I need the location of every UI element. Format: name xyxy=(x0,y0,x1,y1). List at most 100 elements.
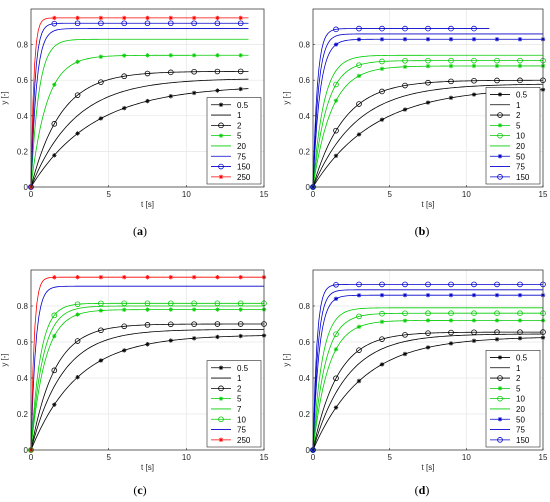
y-tick-label: 0.2 xyxy=(17,147,29,156)
legend-entry: 1 xyxy=(237,374,242,383)
series-point-0.5 xyxy=(191,336,197,341)
legend-marker xyxy=(497,123,503,128)
series-point-2 xyxy=(402,332,408,338)
x-tick-label: 10 xyxy=(182,453,191,462)
series-point-250 xyxy=(168,275,173,280)
axes-box xyxy=(30,8,265,188)
series-point-2 xyxy=(74,338,81,344)
series-point-10 xyxy=(425,57,431,64)
legend-entry: 1 xyxy=(237,111,242,120)
series-point-5 xyxy=(238,53,243,58)
legend-entry: 75 xyxy=(237,152,246,161)
series-point-50 xyxy=(379,37,385,42)
series-point-250 xyxy=(215,275,220,280)
legend-marker xyxy=(218,102,224,107)
series-point-50 xyxy=(494,293,500,298)
series-point-5 xyxy=(98,54,104,59)
series-point-5 xyxy=(52,82,57,87)
series-point-2 xyxy=(448,329,454,336)
series-point-10 xyxy=(191,300,197,307)
legend-marker xyxy=(497,174,503,180)
series-point-150 xyxy=(237,20,244,27)
series-point-2 xyxy=(379,336,385,342)
legend-marker xyxy=(218,437,224,443)
series-point-2 xyxy=(333,127,339,134)
series-point-10 xyxy=(214,300,221,307)
series-point-10 xyxy=(121,300,127,307)
legend-entry: 50 xyxy=(516,415,525,424)
series-point-5 xyxy=(333,98,339,103)
series-point-2 xyxy=(471,329,477,336)
series-point-150 xyxy=(402,281,408,288)
series-point-5 xyxy=(379,319,385,325)
legend-marker xyxy=(218,396,224,401)
legend-entry: 0.5 xyxy=(516,90,528,99)
series-line-1 xyxy=(312,83,544,188)
series-point-5 xyxy=(215,307,220,312)
series-point-5 xyxy=(356,324,362,330)
series-point-0.5 xyxy=(52,153,57,158)
series-line-75 xyxy=(30,285,264,451)
series-point-250 xyxy=(238,275,243,280)
legend-marker xyxy=(497,355,503,360)
legend-entry: 50 xyxy=(516,152,525,161)
series-point-250 xyxy=(215,15,220,21)
series-line-20 xyxy=(30,38,249,188)
series-point-10 xyxy=(402,310,408,317)
series-point-10 xyxy=(144,300,151,307)
series-point-0.5 xyxy=(75,131,80,136)
series-point-10 xyxy=(425,310,431,317)
series-point-2 xyxy=(214,321,221,327)
series-point-150 xyxy=(168,20,174,27)
series-line-1 xyxy=(30,78,249,188)
series-point-0.5 xyxy=(238,333,243,339)
series-line-150 xyxy=(312,28,490,188)
legend-entry: 1 xyxy=(516,101,521,110)
series-line-75 xyxy=(312,289,543,451)
series-point-10 xyxy=(51,312,58,319)
legend-marker xyxy=(218,365,224,370)
series-point-2 xyxy=(144,70,151,77)
series-line-2 xyxy=(30,323,264,451)
series-point-5 xyxy=(402,318,408,323)
series-point-2 xyxy=(448,78,454,85)
legend-marker xyxy=(218,416,224,423)
legend-entry: 20 xyxy=(237,142,246,151)
series-point-2 xyxy=(333,375,339,382)
series-point-2 xyxy=(98,327,104,334)
legend-entry: 150 xyxy=(237,163,251,172)
series-point-50 xyxy=(333,42,339,47)
series-point-150 xyxy=(448,25,454,32)
legend-entry: 1 xyxy=(516,364,521,373)
series-point-5 xyxy=(122,307,127,312)
series-point-10 xyxy=(517,310,523,317)
legend-marker xyxy=(497,132,503,139)
legend-marker xyxy=(218,385,224,392)
series-point-150 xyxy=(356,281,362,288)
legend-marker xyxy=(497,375,503,381)
series-point-50 xyxy=(379,293,385,298)
series-point-150 xyxy=(144,20,151,27)
series-point-5 xyxy=(168,53,173,58)
series-point-150 xyxy=(402,25,408,32)
legend-entry: 7 xyxy=(237,405,242,414)
legend-box xyxy=(206,360,262,448)
series-point-2 xyxy=(168,69,174,76)
x-axis-label: t [s] xyxy=(141,200,154,209)
series-point-50 xyxy=(517,293,523,298)
series-point-10 xyxy=(471,310,477,317)
series-line-0.5 xyxy=(30,88,249,188)
series-point-5 xyxy=(517,318,523,323)
series-point-5 xyxy=(494,318,500,323)
legend-entry: 2 xyxy=(516,374,521,383)
x-tick-label: 0 xyxy=(29,190,34,199)
panel-label: (a) xyxy=(133,224,147,238)
series-point-250 xyxy=(191,275,197,280)
series-point-2 xyxy=(425,330,431,336)
series-point-50 xyxy=(402,293,408,298)
